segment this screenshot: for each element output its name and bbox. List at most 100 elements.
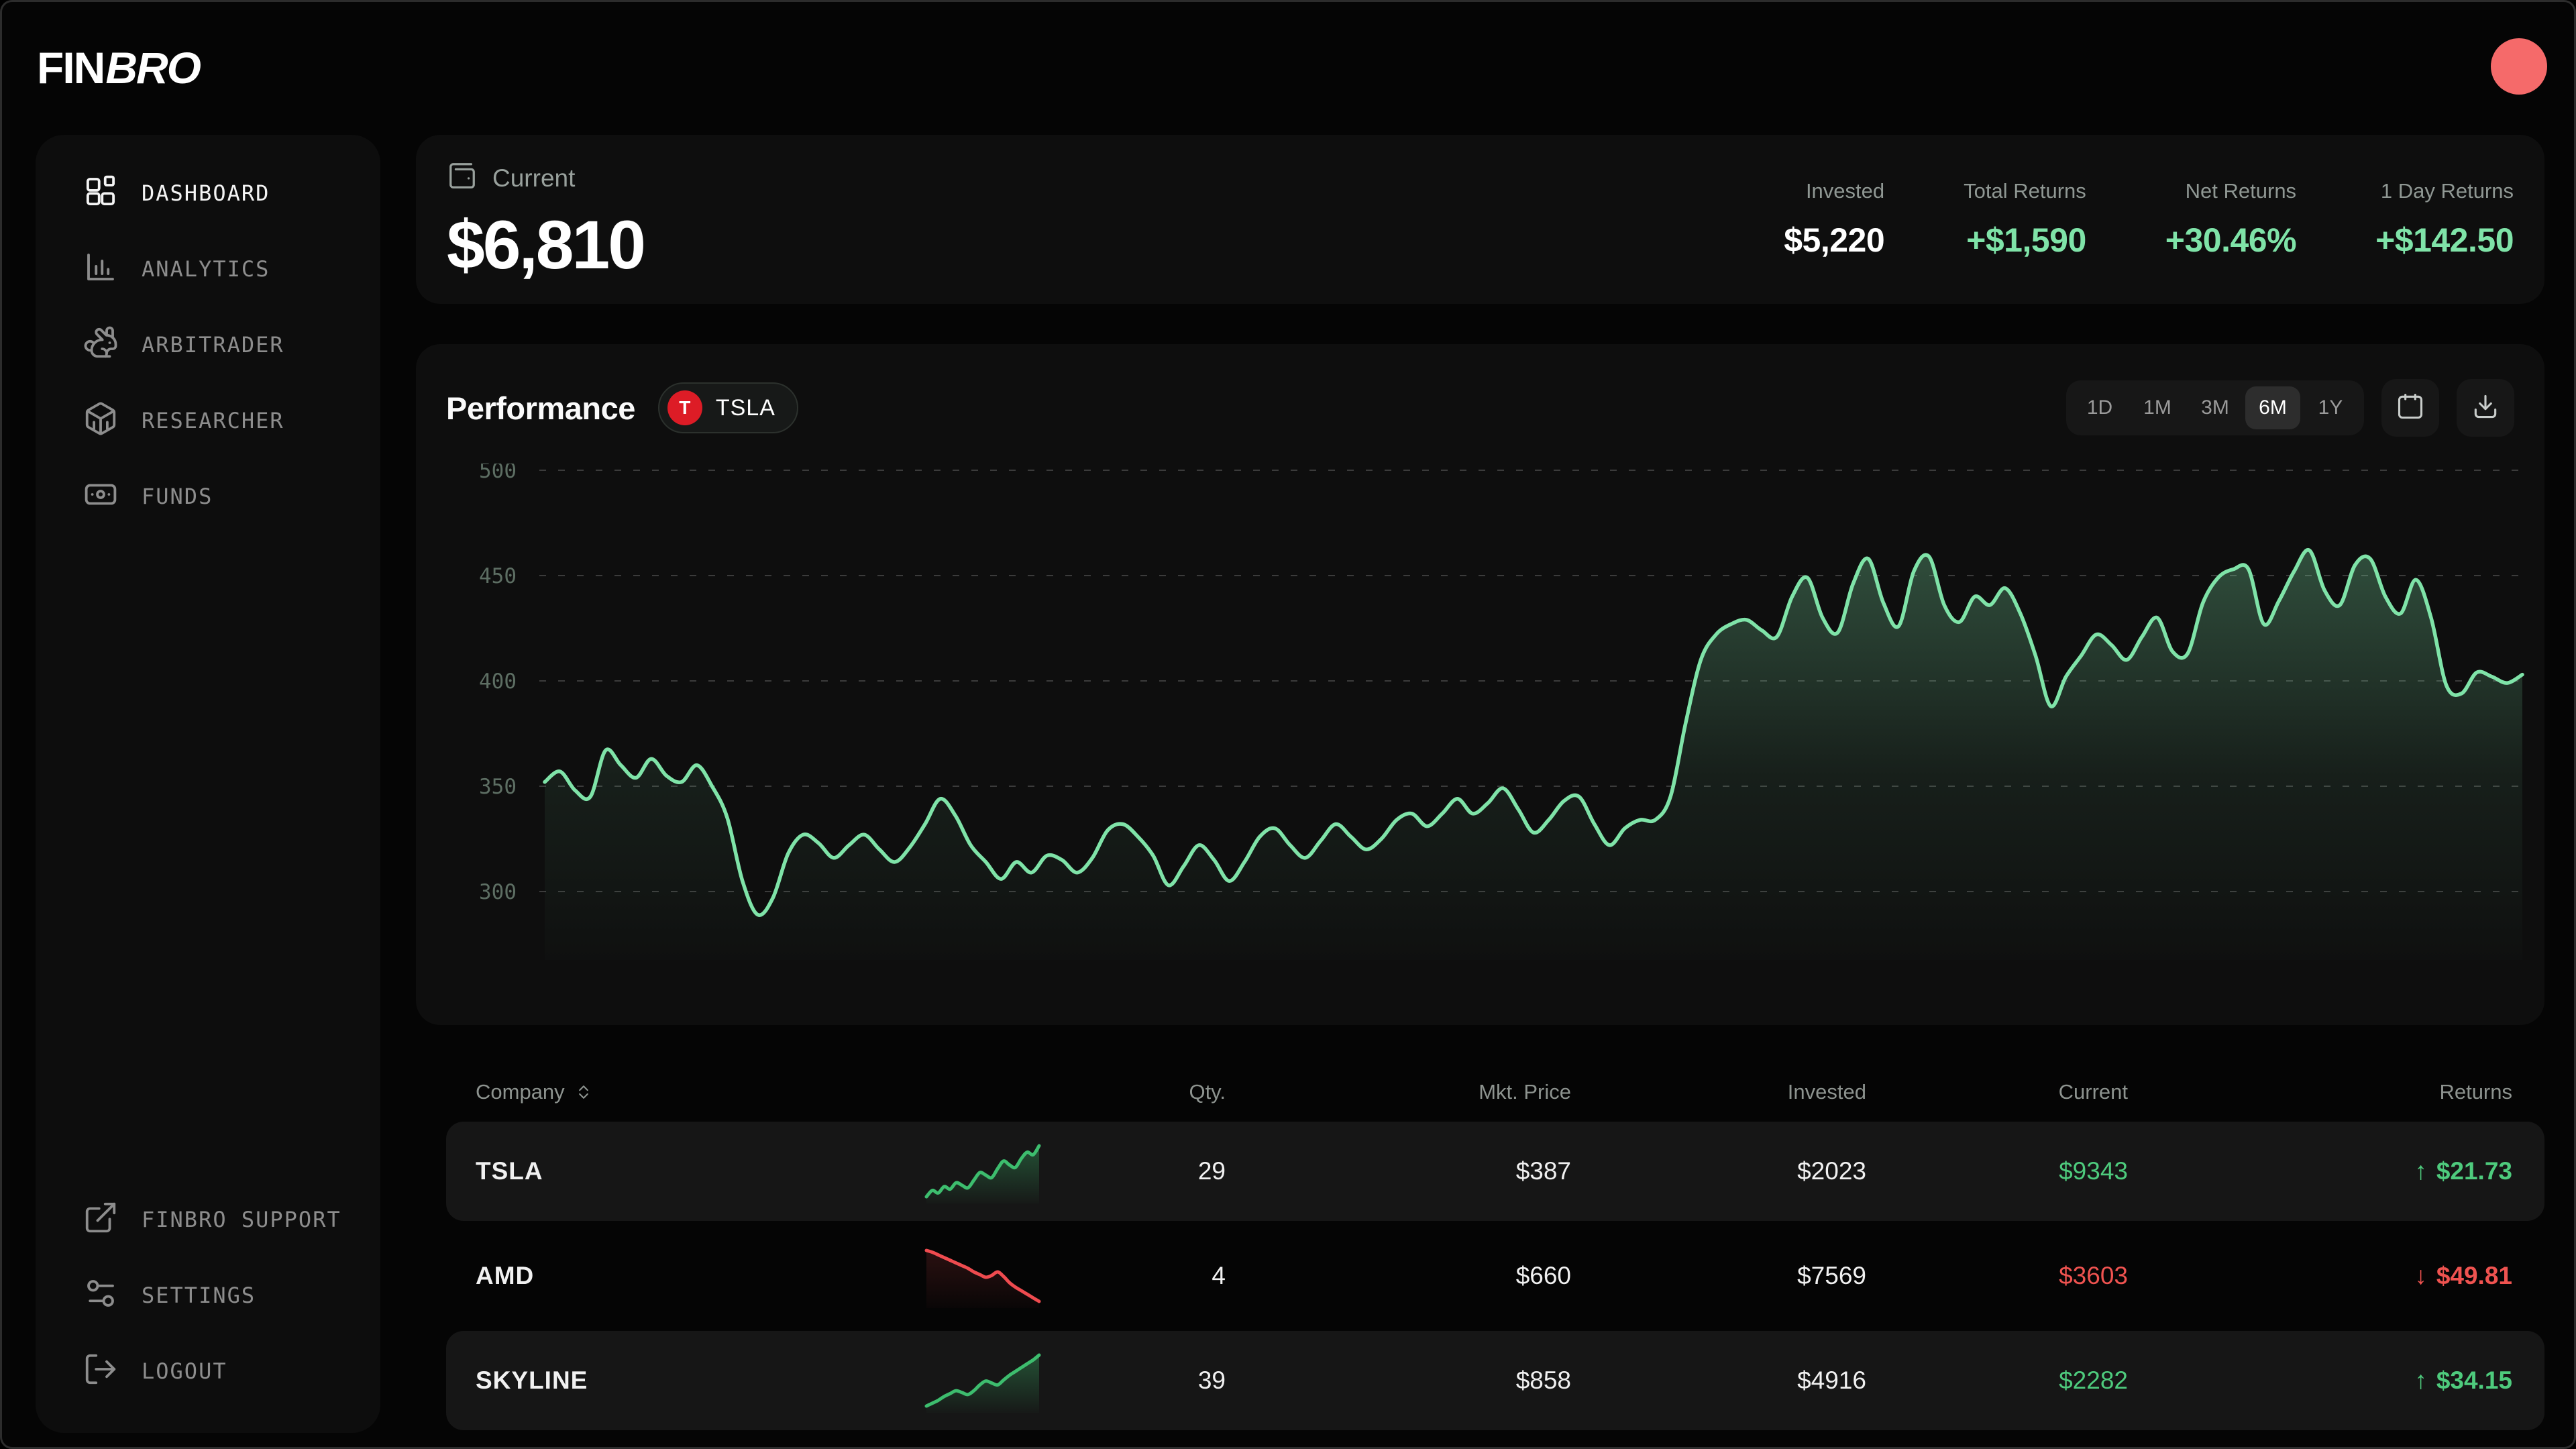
timeframe-1d-button[interactable]: 1D [2086,396,2113,419]
dashboard-grid-icon [83,173,119,213]
ticker-badge[interactable]: T TSLA [657,382,798,433]
current-portfolio-value: $6,810 [447,206,646,283]
stat-value: $5,220 [1784,221,1885,259]
sidebar-item-label: DASHBOARD [142,180,270,206]
sidebar-item-funds[interactable]: FUNDS [36,458,380,534]
timeframe-3m-button[interactable]: 3M [2201,396,2229,419]
portfolio-summary-card: Current $6,810 Invested $5,220 Total Ret… [416,135,2544,304]
sidebar-item-label: RESEARCHER [142,407,284,433]
holdings-table: Company Qty. Mkt. Price Invested Current… [446,1063,2544,1430]
stat-value: +$1,590 [1966,221,2086,259]
company-name: TSLA [476,1157,543,1185]
stat-1-day-returns: 1 Day Returns +$142.50 [2375,179,2514,260]
ticker-logo: T [667,390,702,425]
table-header: Company Qty. Mkt. Price Invested Current… [446,1063,2544,1122]
header-company[interactable]: Company [476,1080,924,1104]
sidebar-item-label: FINBRO SUPPORT [142,1206,341,1232]
timeframe-1m-button[interactable]: 1M [2143,396,2171,419]
logout-icon [83,1351,119,1391]
stat-value: +$142.50 [2375,221,2514,259]
sliders-icon [83,1275,119,1315]
header-returns: Returns [2439,1080,2512,1104]
sparkline [924,1248,1041,1308]
user-avatar[interactable] [2491,38,2547,95]
stat-invested: Invested $5,220 [1784,179,1884,260]
svg-text:300: 300 [479,880,517,904]
company-name: AMD [476,1262,535,1289]
sidebar-item-logout[interactable]: LOGOUT [36,1333,380,1409]
returns-amount: $34.15 [2436,1366,2512,1394]
invested-value: $4916 [1797,1366,1866,1394]
banknote-icon [83,476,119,516]
stat-net-returns: Net Returns +30.46% [2165,179,2297,260]
timeframe-group: 1D 1M 3M 6M 1Y [2066,380,2364,435]
performance-title: Performance [446,390,635,426]
returns-value: ↑ $34.15 [2128,1366,2512,1395]
sidebar-item-label: ANALYTICS [142,256,270,282]
sort-icon [574,1083,593,1102]
logo-bro: BRO [105,43,201,93]
summary-stats: Invested $5,220 Total Returns +$1,590 Ne… [1784,179,2514,260]
performance-chart-svg: 500 450 400 350 300 [479,464,2530,960]
current-label: Current [492,164,576,192]
qty-value: 4 [1212,1262,1226,1289]
timeframe-1y-button[interactable]: 1Y [2318,396,2343,419]
download-icon [2471,392,2500,425]
table-body: TSLA 29 $387 $2023 $9343 ↑ $21.73 AMD 4 … [446,1122,2544,1430]
stat-label: Net Returns [2185,179,2297,203]
stat-label: Total Returns [1964,179,2086,203]
timeframe-6m-button[interactable]: 6M [2245,386,2300,429]
current-value: $3603 [2059,1262,2128,1289]
topbar: FIN BRO [2,2,2574,133]
mkt-price-value: $660 [1515,1262,1571,1289]
mkt-price-value: $387 [1515,1157,1571,1185]
sidebar-item-label: LOGOUT [142,1358,227,1384]
up-arrow-icon: ↑ [2414,1366,2427,1394]
returns-amount: $49.81 [2436,1262,2512,1289]
performance-controls: 1D 1M 3M 6M 1Y [2066,379,2514,437]
sidebar-item-dashboard[interactable]: DASHBOARD [36,155,380,231]
sidebar-item-analytics[interactable]: ANALYTICS [36,231,380,307]
table-row-tsla[interactable]: TSLA 29 $387 $2023 $9343 ↑ $21.73 [446,1122,2544,1221]
bar-chart-icon [83,249,119,288]
performance-card: Performance T TSLA 1D 1M 3M 6M 1Y [416,344,2544,1025]
stat-label: Invested [1805,179,1885,203]
sidebar-item-settings[interactable]: SETTINGS [36,1257,380,1333]
qty-value: 39 [1197,1366,1226,1394]
ticker-symbol: TSLA [715,394,775,421]
table-row-amd[interactable]: AMD 4 $660 $7569 $3603 ↓ $49.81 [446,1226,2544,1326]
up-arrow-icon: ↑ [2414,1157,2427,1185]
download-button[interactable] [2457,379,2514,437]
mkt-price-value: $858 [1515,1366,1571,1394]
sidebar-item-arbitrader[interactable]: ARBITRADER [36,307,380,382]
sidebar-footer: FINBRO SUPPORT SETTINGS LOGOUT [36,1181,380,1409]
header-qty: Qty. [1189,1080,1226,1104]
sidebar-item-researcher[interactable]: RESEARCHER [36,382,380,458]
main-content: Current $6,810 Invested $5,220 Total Ret… [416,135,2544,1436]
calendar-button[interactable] [2381,379,2439,437]
table-row-skyline[interactable]: SKYLINE 39 $858 $4916 $2282 ↑ $34.15 [446,1331,2544,1430]
header-invested: Invested [1787,1080,1866,1104]
invested-value: $2023 [1797,1157,1866,1185]
sidebar-item-label: SETTINGS [142,1282,256,1308]
sidebar-item-label: FUNDS [142,483,213,509]
sparkline [924,1144,1041,1203]
finbro-logo: FIN BRO [37,43,201,93]
calendar-icon [2396,392,2425,425]
returns-value: ↑ $21.73 [2128,1157,2512,1185]
svg-text:500: 500 [479,464,517,483]
invested-value: $7569 [1797,1262,1866,1289]
company-name: SKYLINE [476,1366,588,1394]
sidebar-item-finbro-support[interactable]: FINBRO SUPPORT [36,1181,380,1257]
svg-text:350: 350 [479,775,517,799]
down-arrow-icon: ↓ [2414,1262,2427,1289]
stat-label: 1 Day Returns [2380,179,2514,203]
current-block: Current $6,810 [447,160,646,283]
sidebar: DASHBOARD ANALYTICS ARBITRADER [36,135,380,1433]
header-current: Current [2058,1080,2128,1104]
performance-chart: 500 450 400 350 300 [431,464,2530,963]
qty-value: 29 [1197,1157,1226,1185]
stat-value: +30.46% [2165,221,2297,259]
rabbit-icon [83,325,119,364]
